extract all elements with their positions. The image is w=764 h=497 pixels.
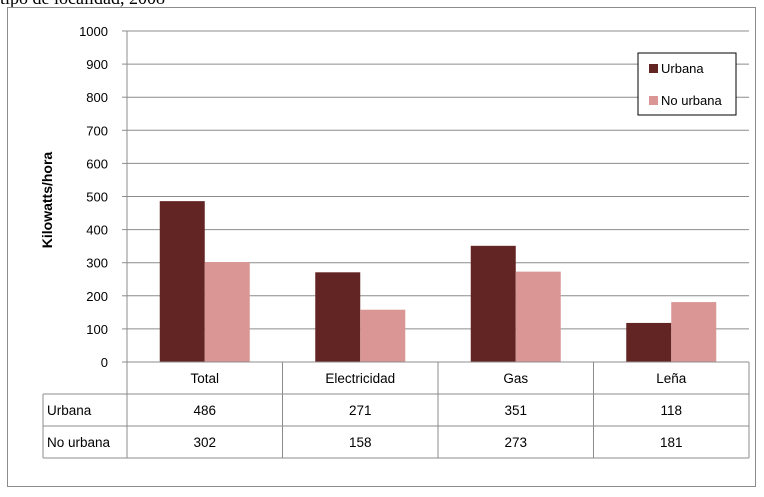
bar-urbana-electricidad <box>315 272 361 362</box>
data-label: 158 <box>349 435 372 450</box>
y-tick-label: 200 <box>86 289 108 304</box>
data-label: 351 <box>504 403 527 418</box>
legend-swatch-no-urbana <box>649 96 658 105</box>
y-tick-label: 700 <box>86 123 108 138</box>
legend-label-urbana: Urbana <box>661 61 704 76</box>
y-axis-ticks: 0 100 200 300 400 500 600 700 800 900 1000 <box>79 24 108 370</box>
y-tick-label: 900 <box>86 57 108 72</box>
data-label: 271 <box>349 403 372 418</box>
bars <box>159 201 717 362</box>
data-label: 486 <box>193 403 216 418</box>
legend-swatch-urbana <box>649 64 658 73</box>
y-tick-label: 100 <box>86 322 108 337</box>
bar-no-urbana-electricidad <box>360 309 406 362</box>
legend-label-no-urbana: No urbana <box>661 93 722 108</box>
table-row-label: Urbana <box>47 403 92 418</box>
x-category-label: Leña <box>656 371 687 386</box>
y-tick-label: 400 <box>86 223 108 238</box>
y-tick-label: 1000 <box>79 24 108 39</box>
y-tick-label: 500 <box>86 190 108 205</box>
data-label: 273 <box>504 435 527 450</box>
data-table: Total Electricidad Gas Leña Urbana 486 271 351 1… <box>42 361 750 459</box>
bar-urbana-gas <box>470 245 516 362</box>
x-category-label: Electricidad <box>325 371 395 386</box>
bar-no-urbana-gas <box>515 271 561 362</box>
x-category-label: Total <box>190 371 219 386</box>
bar-no-urbana-lena <box>671 302 717 362</box>
y-tick-label: 0 <box>101 355 108 370</box>
chart-area <box>7 7 756 487</box>
y-tick-label: 600 <box>86 156 108 171</box>
table-row-label: No urbana <box>47 435 111 450</box>
bar-no-urbana-total <box>204 262 250 362</box>
figure-caption: tipo de localidad, 2008 <box>0 0 165 9</box>
y-tick-label: 800 <box>86 90 108 105</box>
bar-urbana-total <box>159 201 205 362</box>
data-label: 181 <box>660 435 683 450</box>
data-label: 302 <box>193 435 216 450</box>
y-tick-label: 300 <box>86 256 108 271</box>
data-label: 118 <box>660 403 682 418</box>
bar-urbana-lena <box>626 322 672 362</box>
y-axis-label: Kilowatts/hora <box>39 152 55 249</box>
x-category-label: Gas <box>503 371 528 386</box>
legend: Urbana No urbana <box>637 52 737 116</box>
